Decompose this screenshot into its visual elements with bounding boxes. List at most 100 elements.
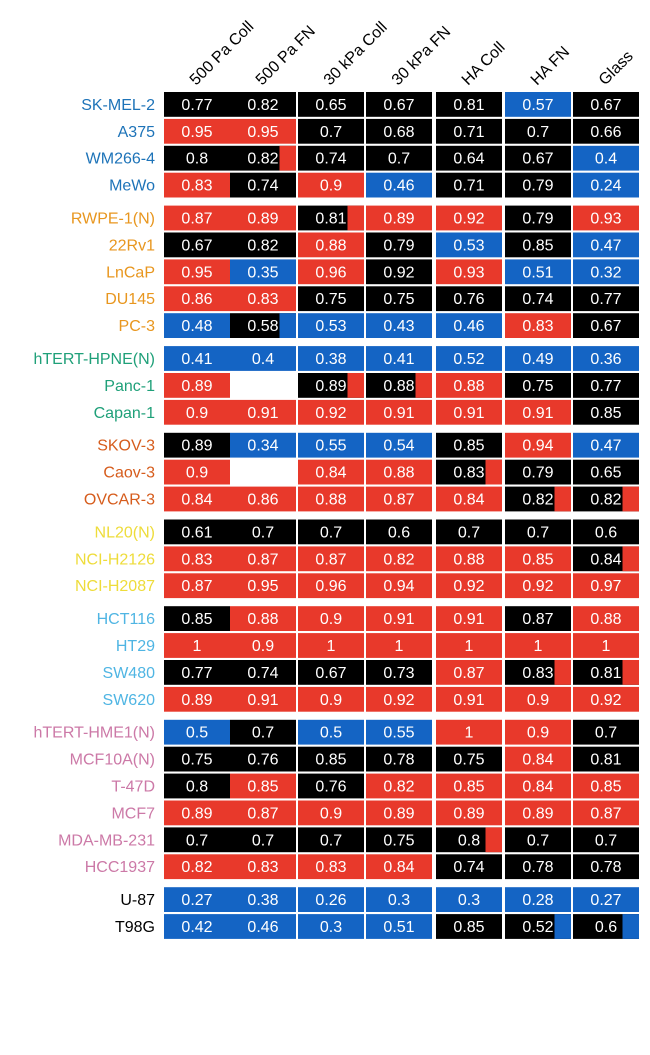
heatmap-cell [164,746,230,772]
cell-value: 0.74 [247,665,278,682]
heatmap-cell-segment [347,373,364,398]
heatmap-cell [230,92,296,117]
cell-value: 0.91 [383,405,414,422]
cell-value: 0.75 [522,378,553,395]
row-label: DU145 [105,291,155,308]
cell-value: 0.82 [383,551,414,568]
cell-value: 0.58 [247,318,278,335]
row-labels: SK-MEL-2 A375 WM266-4 MeWo RWPE-1(N) 22Rv1 LnC… [34,97,156,936]
cell-value: 0.79 [522,178,553,195]
heatmap-cell [366,546,432,572]
heatmap-cell [298,432,364,458]
heatmap-cell [164,172,230,198]
cell-value: 0.81 [590,752,621,769]
heatmap-cell [573,800,639,826]
heatmap-cell [573,573,639,599]
cell-value: 0.75 [383,291,414,308]
heatmap-cell [298,259,364,285]
cell-value: 0.43 [383,318,414,335]
cell-value: 0.86 [181,291,212,308]
cell-value: 0.75 [383,832,414,849]
heatmap-cell [573,887,639,912]
cell-value: 0.89 [181,692,212,709]
heatmap-cell [230,519,296,545]
heatmap-cell [505,172,571,198]
heatmap-cell [436,914,502,939]
cell-value: 0.7 [595,725,617,742]
cell-value: 0.92 [590,692,621,709]
heatmap-cell [230,232,296,258]
heatmap-cell [366,145,432,171]
heatmap-cell [505,92,571,117]
cell-value: 0.8 [186,151,208,168]
cell-value: 0.67 [315,665,346,682]
heatmap-cell [230,660,296,685]
cell-value: 0.67 [383,97,414,114]
cell-value: 0.83 [453,465,484,482]
row-label: A375 [118,124,155,141]
heatmap-cell [366,486,432,512]
heatmap-cell [505,686,571,712]
cell-value: 0.89 [181,378,212,395]
cell-value: 0.66 [590,124,621,141]
cell-value: 0.82 [383,779,414,796]
row-label: hTERT-HPNE(N) [34,351,156,368]
heatmap-cell [505,313,571,338]
cell-value: 1 [327,638,336,655]
row-label: PC-3 [119,318,156,335]
heatmap-cell [573,346,639,371]
row-label: LnCaP [106,264,155,281]
cell-value: 0.84 [383,859,414,876]
heatmap-cell [573,432,639,458]
cell-value: 1 [395,638,404,655]
heatmap-cell [573,92,639,117]
heatmap-cell [298,459,364,485]
heatmap-cell [164,432,230,458]
cell-value: 0.67 [181,237,212,254]
heatmap-cell [164,546,230,572]
cell-value: 0.55 [383,725,414,742]
heatmap-cell [436,346,502,371]
heatmap-cell [573,399,639,425]
row-label: 22Rv1 [109,237,155,254]
heatmap-cell [366,800,432,826]
heatmap-cell [298,172,364,198]
cell-value: 0.79 [383,237,414,254]
cell-value: 0.89 [522,805,553,822]
heatmap-cell [164,486,230,512]
cell-value: 0.91 [247,405,278,422]
heatmap-cell [366,118,432,144]
heatmap-cell [505,773,571,799]
cell-value: 0.52 [522,919,553,936]
cell-value: 0.36 [590,351,621,368]
heatmap-cell [436,546,502,572]
cell-value: 0.9 [320,692,342,709]
heatmap-cell [366,259,432,285]
cell-value: 0.83 [247,859,278,876]
heatmap-cell [366,232,432,258]
cell-value: 0.87 [522,611,553,628]
heatmap-cell [230,800,296,826]
heatmap-cell [164,118,230,144]
heatmap-cell [298,746,364,772]
heatmap-cell [164,92,230,117]
heatmap-cell [573,232,639,258]
heatmap-cell [298,719,364,745]
cell-value: 0.84 [590,551,621,568]
cell-value: 0.83 [522,318,553,335]
cell-value: 0.7 [527,124,549,141]
cell-value: 0.95 [247,578,278,595]
cell-value: 0.75 [181,752,212,769]
cell-value: 0.93 [590,211,621,228]
cell-value: 0.79 [522,465,553,482]
heatmap-cell [230,606,296,631]
heatmap-cell [436,573,502,599]
heatmap-cell [436,432,502,458]
row-label: HCT116 [97,611,155,628]
cell-value: 0.85 [181,611,212,628]
heatmap-cell-segment [554,486,571,512]
cell-value: 0.3 [388,892,410,909]
cell-value: 0.85 [590,405,621,422]
heatmap-cell [505,546,571,572]
